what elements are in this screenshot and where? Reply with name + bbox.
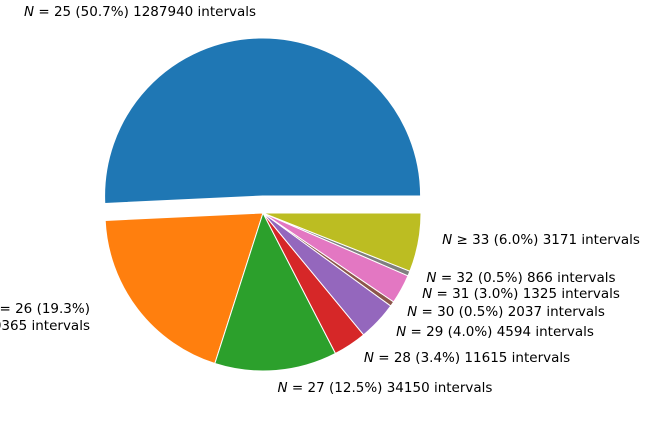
pie-slice-n33 <box>262 212 422 272</box>
slice-label-n27: N = 27 (12.5%) 34150 intervals <box>278 380 493 396</box>
slice-label-n31: N = 31 (3.0%) 1325 intervals <box>422 286 620 302</box>
slice-label-n32: N = 32 (0.5%) 866 intervals <box>426 270 615 286</box>
slice-label-n29: N = 29 (4.0%) 4594 intervals <box>396 324 594 340</box>
slice-label-n28: N = 28 (3.4%) 11615 intervals <box>364 350 570 366</box>
pie-slice-n25 <box>104 37 422 204</box>
slice-label-n26: N = 26 (19.3%)90365 intervals <box>0 301 90 334</box>
pie-slice-n26 <box>104 212 264 365</box>
pie-labels: N = 25 (50.7%) 1287940 intervals N = 26 (… <box>0 4 640 396</box>
pie-slice-n27 <box>214 211 337 372</box>
pie-slices <box>104 37 422 372</box>
slice-label-n25: N = 25 (50.7%) 1287940 intervals <box>24 4 256 20</box>
slice-label-n33: N ≥ 33 (6.0%) 3171 intervals <box>442 232 640 248</box>
slice-label-n30: N = 30 (0.5%) 2037 intervals <box>407 304 605 320</box>
